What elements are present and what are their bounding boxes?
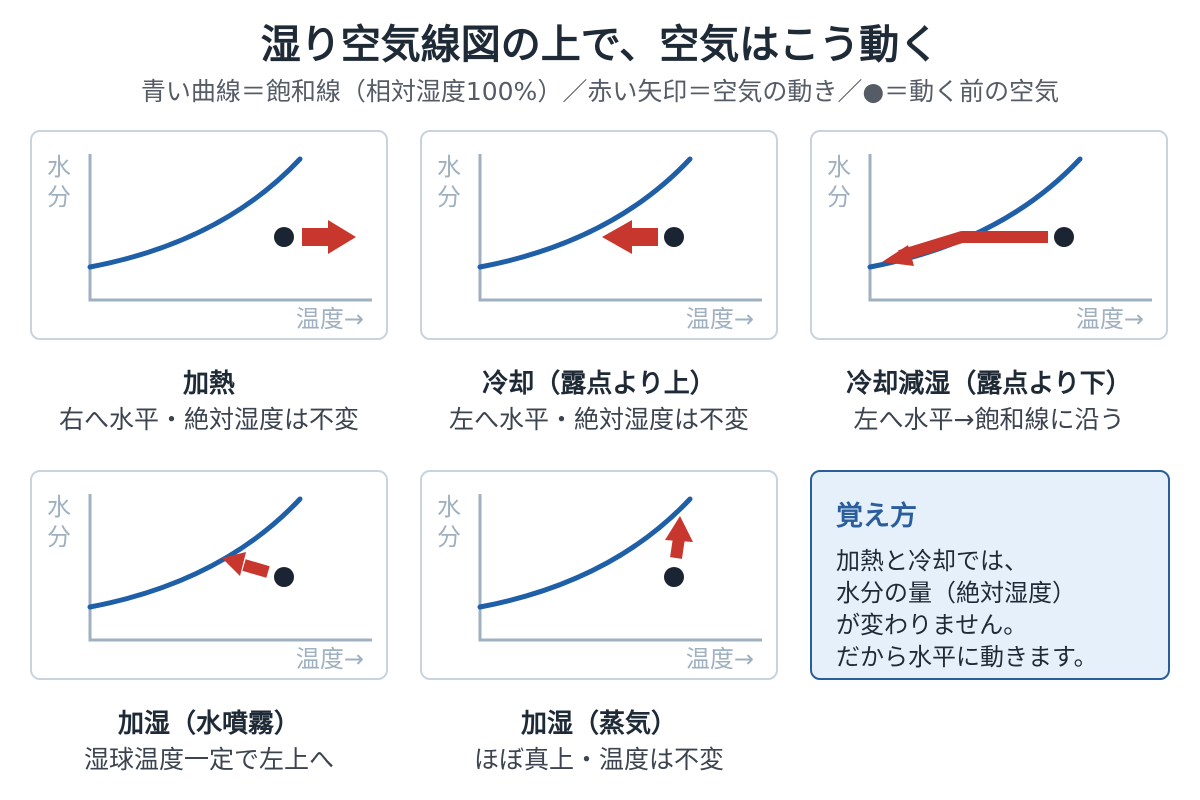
x-axis-label: 温度→: [685, 305, 754, 333]
chart-panel-dehumidify: 水分 温度→: [810, 130, 1168, 340]
start-point: [274, 227, 294, 247]
caption-desc-spray-humidify: 湿球温度一定で左上へ: [83, 745, 334, 774]
chart-panel-steam-humidify: 水分 温度→: [420, 470, 778, 680]
movement-arrow: [302, 220, 356, 254]
movement-arrow-path: [242, 559, 270, 578]
movement-arrow: [602, 220, 658, 254]
caption-desc-steam-humidify: ほぼ真上・温度は不変: [473, 745, 724, 774]
x-axis-label: 温度→: [295, 305, 364, 333]
x-axis-label: 温度→: [685, 645, 754, 673]
chart-panel-spray-humidify: 水分 温度→: [30, 470, 388, 680]
y-axis-label: 水分: [827, 153, 851, 211]
movement-arrow-head: [222, 552, 246, 576]
y-axis-label: 水分: [47, 493, 71, 551]
caption-desc-dehumidify: 左へ水平→飽和線に沿う: [853, 405, 1125, 434]
start-point: [664, 567, 684, 587]
page-title: 湿り空気線図の上で、空気はこう動く: [260, 22, 940, 68]
saturation-curve: [87, 496, 303, 610]
x-axis-label: 温度→: [1075, 305, 1144, 333]
movement-arrow-head: [882, 245, 914, 266]
chart-panel-cooling: 水分 温度→: [420, 130, 778, 340]
start-point: [274, 567, 294, 587]
memo-line: が変わりません。: [836, 611, 1028, 639]
saturation-curve: [477, 496, 693, 610]
caption-title-steam-humidify: 加湿（蒸気）: [520, 709, 677, 739]
saturation-curve: [477, 156, 693, 270]
chart-axes: [868, 154, 1152, 302]
memo-box: 覚え方 加熱と冷却では、 水分の量（絶対湿度） が変わりません。 だから水平に動…: [810, 470, 1170, 680]
chart-axes: [478, 154, 762, 302]
chart-axes: [88, 494, 372, 642]
chart-axes: [478, 494, 762, 642]
x-axis-label: 温度→: [295, 645, 364, 673]
dehumidify-chart: [867, 154, 1152, 302]
movement-arrow-path: [898, 231, 1048, 262]
y-axis-label: 水分: [47, 153, 71, 211]
memo-line: 水分の量（絶対湿度）: [836, 579, 1076, 607]
start-point: [1054, 227, 1074, 247]
cooling-chart: [477, 154, 762, 302]
spray-humidify-chart: [87, 494, 372, 642]
caption-title-heating: 加熱: [182, 369, 235, 399]
memo-line: 加熱と冷却では、: [836, 547, 1028, 575]
caption-title-dehumidify: 冷却減湿（露点より下）: [846, 369, 1132, 399]
caption-title-cooling: 冷却（露点より上）: [482, 369, 716, 399]
movement-arrow-path: [670, 537, 685, 559]
y-axis-label: 水分: [437, 493, 461, 551]
steam-humidify-chart: [477, 494, 762, 642]
caption-desc-heating: 右へ水平・絶対湿度は不変: [58, 405, 359, 434]
movement-arrow-head: [665, 516, 693, 542]
y-axis-label: 水分: [437, 153, 461, 211]
heating-chart: [87, 154, 372, 302]
legend-text: 青い曲線＝飽和線（相対湿度100%）／赤い矢印＝空気の動き／●＝動く前の空気: [140, 77, 1060, 106]
memo-line: だから水平に動きます。: [836, 643, 1098, 671]
memo-title: 覚え方: [836, 501, 917, 532]
caption-title-spray-humidify: 加湿（水噴霧）: [117, 709, 300, 739]
start-point: [664, 227, 684, 247]
caption-desc-cooling: 左へ水平・絶対湿度は不変: [448, 405, 749, 434]
chart-panel-heating: 水分 温度→: [30, 130, 388, 340]
chart-axes: [88, 154, 372, 302]
saturation-curve: [87, 156, 303, 270]
